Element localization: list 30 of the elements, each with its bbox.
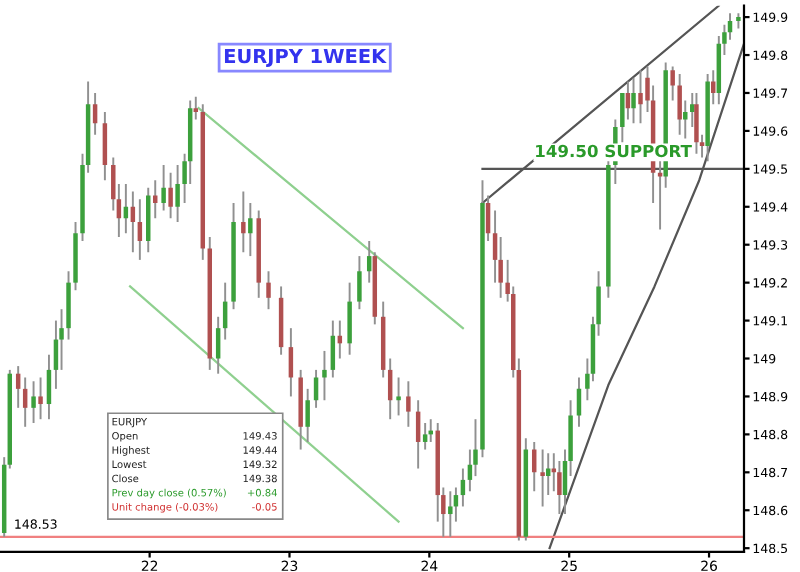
candlestick	[313, 368, 319, 409]
candlestick	[448, 490, 453, 538]
candlestick	[146, 186, 151, 254]
candlestick	[266, 270, 271, 311]
candlestick	[248, 202, 253, 258]
candlestick	[31, 380, 36, 424]
candlestick	[694, 92, 699, 155]
candlestick	[153, 179, 158, 220]
candlestick	[38, 376, 43, 421]
candlestick	[193, 95, 199, 121]
candlestick	[215, 315, 221, 375]
candlestick	[322, 349, 327, 402]
candlestick	[168, 171, 173, 220]
candlestick	[161, 164, 166, 212]
candlestick	[357, 255, 362, 311]
candlestick	[396, 376, 401, 417]
candlestick	[347, 281, 352, 356]
candlestick	[677, 73, 682, 136]
text: EURJPY 1WEEK	[224, 48, 387, 67]
candlestick	[557, 459, 562, 516]
candlestick	[175, 164, 180, 223]
candlestick	[422, 422, 428, 451]
candlestick	[631, 76, 636, 125]
candlestick	[102, 110, 108, 182]
candlestick	[241, 190, 246, 254]
candlestick	[638, 69, 643, 125]
candlestick	[406, 380, 411, 428]
candlestick	[305, 387, 310, 443]
annotation: 149.50 SUPPORT	[536, 144, 692, 158]
candlestick	[540, 448, 545, 508]
